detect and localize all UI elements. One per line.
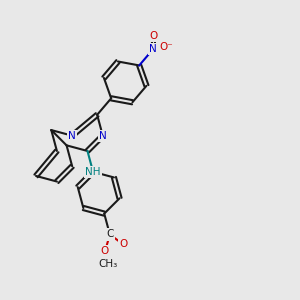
Text: O: O bbox=[119, 239, 128, 249]
Text: N: N bbox=[99, 131, 106, 141]
Text: NH: NH bbox=[85, 167, 101, 177]
Text: CH₃: CH₃ bbox=[99, 259, 118, 269]
Text: N: N bbox=[149, 44, 157, 54]
Text: N: N bbox=[68, 131, 76, 141]
Text: O⁻: O⁻ bbox=[159, 41, 173, 52]
Text: O: O bbox=[101, 247, 109, 256]
Text: O: O bbox=[149, 31, 158, 41]
Text: C: C bbox=[106, 230, 113, 239]
